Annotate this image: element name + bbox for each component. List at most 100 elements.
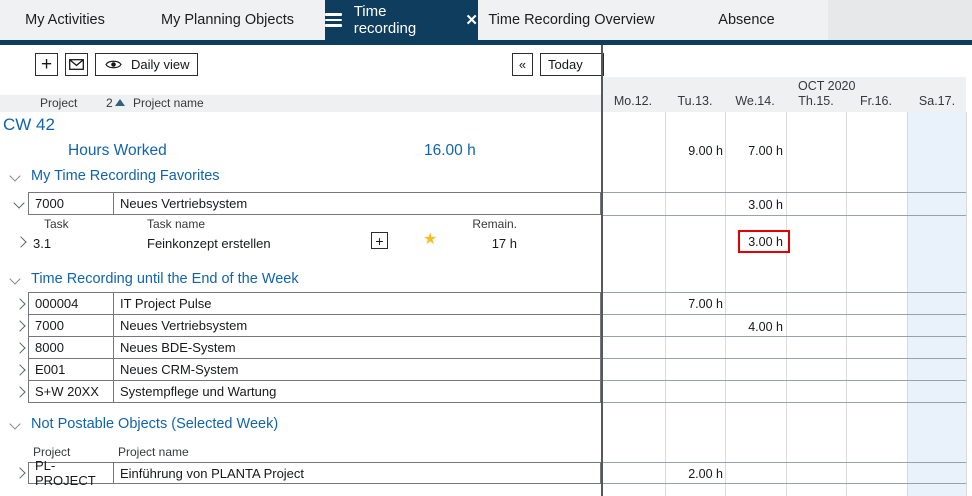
day-header-fr: Fr.16. — [846, 94, 906, 108]
time-entry-cell-highlighted[interactable]: 3.00 h — [738, 230, 790, 253]
project-id-cell[interactable]: 7000 — [29, 193, 114, 214]
favorite-project-row[interactable]: 7000 Neues Vertriebsystem — [28, 192, 601, 215]
row-expand-icon[interactable] — [14, 467, 25, 478]
column-header-project-name: Project name — [133, 96, 204, 111]
project-tu-value[interactable]: 7.00 h — [665, 296, 723, 312]
project-row[interactable]: E001 Neues CRM-System — [28, 358, 601, 381]
hours-worked-label: Hours Worked — [68, 142, 167, 160]
calendar-row-line — [603, 336, 966, 337]
task-id[interactable]: 3.1 — [33, 236, 51, 251]
calendar-column-line — [966, 112, 967, 496]
hours-worked-tu-value: 9.00 h — [665, 143, 723, 159]
row-expand-icon[interactable] — [14, 320, 25, 331]
mail-button[interactable] — [65, 53, 88, 76]
view-selector-label: Daily view — [131, 57, 190, 72]
section-title-favorites: My Time Recording Favorites — [31, 168, 220, 185]
project-name-cell[interactable]: Systempflege und Wartung — [114, 381, 600, 402]
calendar-month-label: OCT 2020 — [798, 79, 855, 94]
project-row[interactable]: PL-PROJECT Einführung von PLANTA Project — [28, 462, 601, 484]
date-selector-today[interactable]: Today — [540, 53, 604, 76]
project-row[interactable]: 000004 IT Project Pulse — [28, 292, 601, 315]
sort-number: 2 — [106, 96, 113, 110]
task-name[interactable]: Feinkonzept erstellen — [147, 236, 271, 251]
row-expand-icon[interactable] — [14, 364, 25, 375]
task-column-header: Task — [44, 217, 69, 232]
project-name-cell[interactable]: Neues CRM-System — [114, 359, 600, 380]
project-row[interactable]: S+W 20XX Systempflege und Wartung — [28, 380, 601, 403]
project-name-cell[interactable]: Einführung von PLANTA Project — [114, 463, 600, 483]
calendar-row-line — [603, 483, 966, 484]
calendar-column-line — [786, 112, 787, 496]
calendar-row-line — [603, 292, 966, 293]
project-name-cell[interactable]: Neues BDE-System — [114, 337, 600, 358]
project-name-cell[interactable]: IT Project Pulse — [114, 293, 600, 314]
project-row[interactable]: 8000 Neues BDE-System — [28, 336, 601, 359]
tab-my-planning-objects[interactable]: My Planning Objects — [130, 0, 325, 40]
project-we-value[interactable]: 4.00 h — [725, 319, 783, 335]
tab-bar: My Activities My Planning Objects Time r… — [0, 0, 972, 40]
double-chevron-left-icon: « — [519, 57, 526, 72]
project-name-cell[interactable]: Neues Vertriebsystem — [114, 315, 600, 336]
project-tu-value[interactable]: 2.00 h — [665, 466, 723, 482]
panel-splitter[interactable] — [601, 45, 603, 496]
section-collapse-icon[interactable] — [9, 418, 20, 429]
project-id-cell[interactable]: S+W 20XX — [29, 381, 114, 402]
calendar-column-line — [846, 112, 847, 496]
tab-time-recording[interactable]: Time recording ✕ — [325, 0, 478, 40]
calendar-row-line — [603, 462, 966, 463]
row-expand-icon[interactable] — [14, 298, 25, 309]
date-selector-label: Today — [548, 57, 583, 72]
sort-ascending-icon — [115, 99, 125, 106]
time-entry-value: 3.00 h — [748, 235, 783, 249]
tab-label: Time Recording Overview — [488, 12, 654, 28]
hours-worked-we-value: 7.00 h — [725, 143, 783, 159]
day-header-th: Th.15. — [786, 94, 846, 108]
project-id-cell[interactable]: 000004 — [29, 293, 114, 314]
project-name-cell[interactable]: Neues Vertriebsystem — [114, 193, 600, 214]
week-label: CW 42 — [3, 115, 55, 135]
sort-indicator[interactable]: 2 — [106, 96, 125, 111]
remain-column-header: Remain. — [447, 217, 517, 232]
column-header-project-name: Project name — [118, 445, 189, 460]
tab-label: Absence — [718, 12, 774, 28]
section-collapse-icon[interactable] — [9, 273, 20, 284]
calendar-row-line — [603, 192, 966, 193]
tab-label: My Activities — [25, 12, 105, 28]
favorite-star-icon[interactable]: ★ — [423, 231, 437, 249]
add-button[interactable]: + — [35, 53, 58, 76]
view-selector[interactable]: Daily view — [95, 53, 198, 76]
previous-week-button[interactable]: « — [512, 53, 533, 76]
calendar-column-line — [907, 112, 908, 496]
project-id-cell[interactable]: PL-PROJECT — [29, 463, 114, 483]
menu-icon[interactable] — [325, 10, 342, 29]
project-id-cell[interactable]: 7000 — [29, 315, 114, 336]
section-collapse-icon[interactable] — [9, 170, 20, 181]
weekend-column-background — [907, 112, 966, 496]
time-recording-window: My Activities My Planning Objects Time r… — [0, 0, 972, 496]
tab-label: Time recording — [354, 3, 452, 37]
column-header-project: Project — [40, 96, 77, 111]
project-row[interactable]: 7000 Neues Vertriebsystem — [28, 314, 601, 337]
calendar-row-line — [603, 314, 966, 315]
tab-bar-filler — [828, 0, 972, 40]
left-column-header-band — [0, 95, 601, 112]
task-name-column-header: Task name — [147, 217, 205, 232]
day-header-we: We.14. — [725, 94, 785, 108]
row-expand-icon[interactable] — [13, 197, 24, 208]
tab-absence[interactable]: Absence — [665, 0, 828, 40]
project-id-cell[interactable]: 8000 — [29, 337, 114, 358]
add-time-entry-button[interactable]: + — [371, 232, 388, 249]
plus-icon: + — [41, 55, 52, 74]
calendar-row-line — [603, 402, 966, 403]
row-expand-icon[interactable] — [14, 342, 25, 353]
tab-time-recording-overview[interactable]: Time Recording Overview — [478, 0, 665, 40]
section-title-not-postable: Not Postable Objects (Selected Week) — [31, 416, 278, 433]
calendar-column-line — [725, 112, 726, 496]
section-title-week: Time Recording until the End of the Week — [31, 271, 299, 288]
close-icon[interactable]: ✕ — [465, 11, 478, 29]
calendar-row-line — [603, 358, 966, 359]
tab-my-activities[interactable]: My Activities — [0, 0, 130, 40]
project-id-cell[interactable]: E001 — [29, 359, 114, 380]
row-expand-icon[interactable] — [15, 236, 26, 247]
row-expand-icon[interactable] — [14, 386, 25, 397]
